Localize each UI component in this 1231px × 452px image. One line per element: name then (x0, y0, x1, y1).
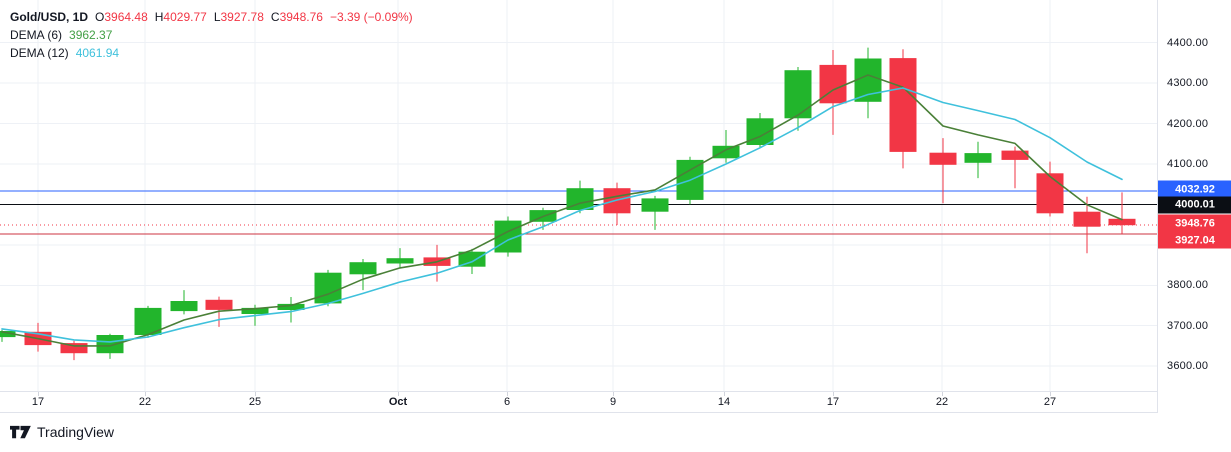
x-axis-tick (398, 392, 399, 396)
y-axis-label: 4300.00 (1167, 77, 1209, 90)
y-axis-label: 3800.00 (1167, 279, 1209, 292)
y-axis-label: 4400.00 (1167, 36, 1209, 49)
candle-body (458, 251, 486, 267)
x-axis-label: Oct (388, 396, 408, 408)
candle-body (205, 299, 233, 310)
candle-body (60, 343, 88, 354)
candle-body (1036, 173, 1064, 214)
candle-body (1001, 150, 1029, 160)
symbol-row: Gold/USD, 1D O3964.48 H4029.77 L3927.78 C39… (10, 8, 413, 26)
y-axis-label: 3700.00 (1167, 319, 1209, 332)
ohlc-item: C3948.76 (270, 10, 323, 24)
candle-body (0, 331, 16, 338)
price-badge: 3927.04 (1158, 231, 1231, 249)
x-axis-tick (1050, 392, 1051, 396)
indicator-row-dema12[interactable]: DEMA (12) 4061.94 (10, 44, 413, 62)
x-axis-label: 25 (248, 396, 262, 408)
x-axis-label: 14 (717, 396, 731, 408)
candle-body (349, 262, 377, 275)
x-axis-tick (145, 392, 146, 396)
dema-line (1, 87, 1123, 343)
candle-body (712, 145, 740, 159)
ohlc-values: O3964.48 H4029.77 L3927.78 C3948.76 (95, 8, 323, 26)
candlestick-chart (0, 0, 1157, 391)
tradingview-logo-icon (10, 425, 31, 438)
x-axis-label: 27 (1043, 396, 1057, 408)
x-axis-label: 9 (609, 396, 617, 408)
y-axis-label: 4200.00 (1167, 117, 1209, 130)
candle-body (170, 301, 198, 312)
candle-body (1073, 211, 1101, 227)
x-axis-label: 17 (826, 396, 840, 408)
x-axis-label: 6 (503, 396, 511, 408)
candle-body (314, 272, 342, 304)
candle-body (1108, 218, 1136, 226)
indicator-label[interactable]: DEMA (12) (10, 46, 69, 60)
ohlc-item: L3927.78 (213, 10, 264, 24)
x-axis-label: 22 (935, 396, 949, 408)
tradingview-brand-label: TradingView (37, 424, 115, 440)
price-badge: 3948.76 (1158, 214, 1231, 232)
tradingview-brand[interactable]: TradingView (10, 424, 114, 440)
indicator-label[interactable]: DEMA (6) (10, 28, 63, 42)
x-axis-tick (38, 392, 39, 396)
y-axis-label: 3600.00 (1167, 360, 1209, 373)
x-axis-tick (724, 392, 725, 396)
candle-body (277, 303, 305, 310)
price-badge: 4032.92 (1158, 180, 1231, 198)
x-axis-tick (942, 392, 943, 396)
price-change: −3.39 (−0.09%) (329, 10, 413, 24)
x-axis-tick (833, 392, 834, 396)
candle-body (96, 335, 124, 354)
dema-line (1, 74, 1123, 347)
chart-plot-area[interactable] (0, 0, 1157, 391)
indicator-value: 4061.94 (75, 46, 120, 60)
price-axis[interactable]: 4400.00 4300.00 4200.00 4100.00 3800.00 3700.… (1157, 0, 1231, 413)
x-axis-label: 17 (31, 396, 45, 408)
candle-body (566, 188, 594, 210)
candle-body (386, 258, 414, 264)
x-axis-tick (613, 392, 614, 396)
footer-strip: TradingView (0, 413, 1231, 452)
chart-legend: Gold/USD, 1D O3964.48 H4029.77 L3927.78 C39… (10, 8, 413, 62)
y-axis-label: 4100.00 (1167, 158, 1209, 170)
ohlc-item: H4029.77 (154, 10, 207, 24)
x-axis-label: 22 (138, 396, 152, 408)
candle-body (784, 70, 812, 119)
indicator-row-dema6[interactable]: DEMA (6) 3962.37 (10, 26, 413, 44)
candle-body (964, 153, 992, 163)
candle-body (641, 198, 669, 212)
symbol-title[interactable]: Gold/USD, 1D (10, 10, 89, 24)
indicator-value: 3962.37 (69, 28, 113, 42)
time-axis[interactable]: 17 22 25 Oct 6 9 14 17 22 27 (0, 391, 1157, 413)
ohlc-item: O3964.48 (95, 10, 148, 24)
x-axis-tick (507, 392, 508, 396)
candle-body (929, 152, 957, 165)
candle-body (241, 307, 269, 314)
x-axis-tick (255, 392, 256, 396)
price-badge: 4000.01 (1158, 196, 1231, 213)
candle-body (889, 58, 917, 152)
